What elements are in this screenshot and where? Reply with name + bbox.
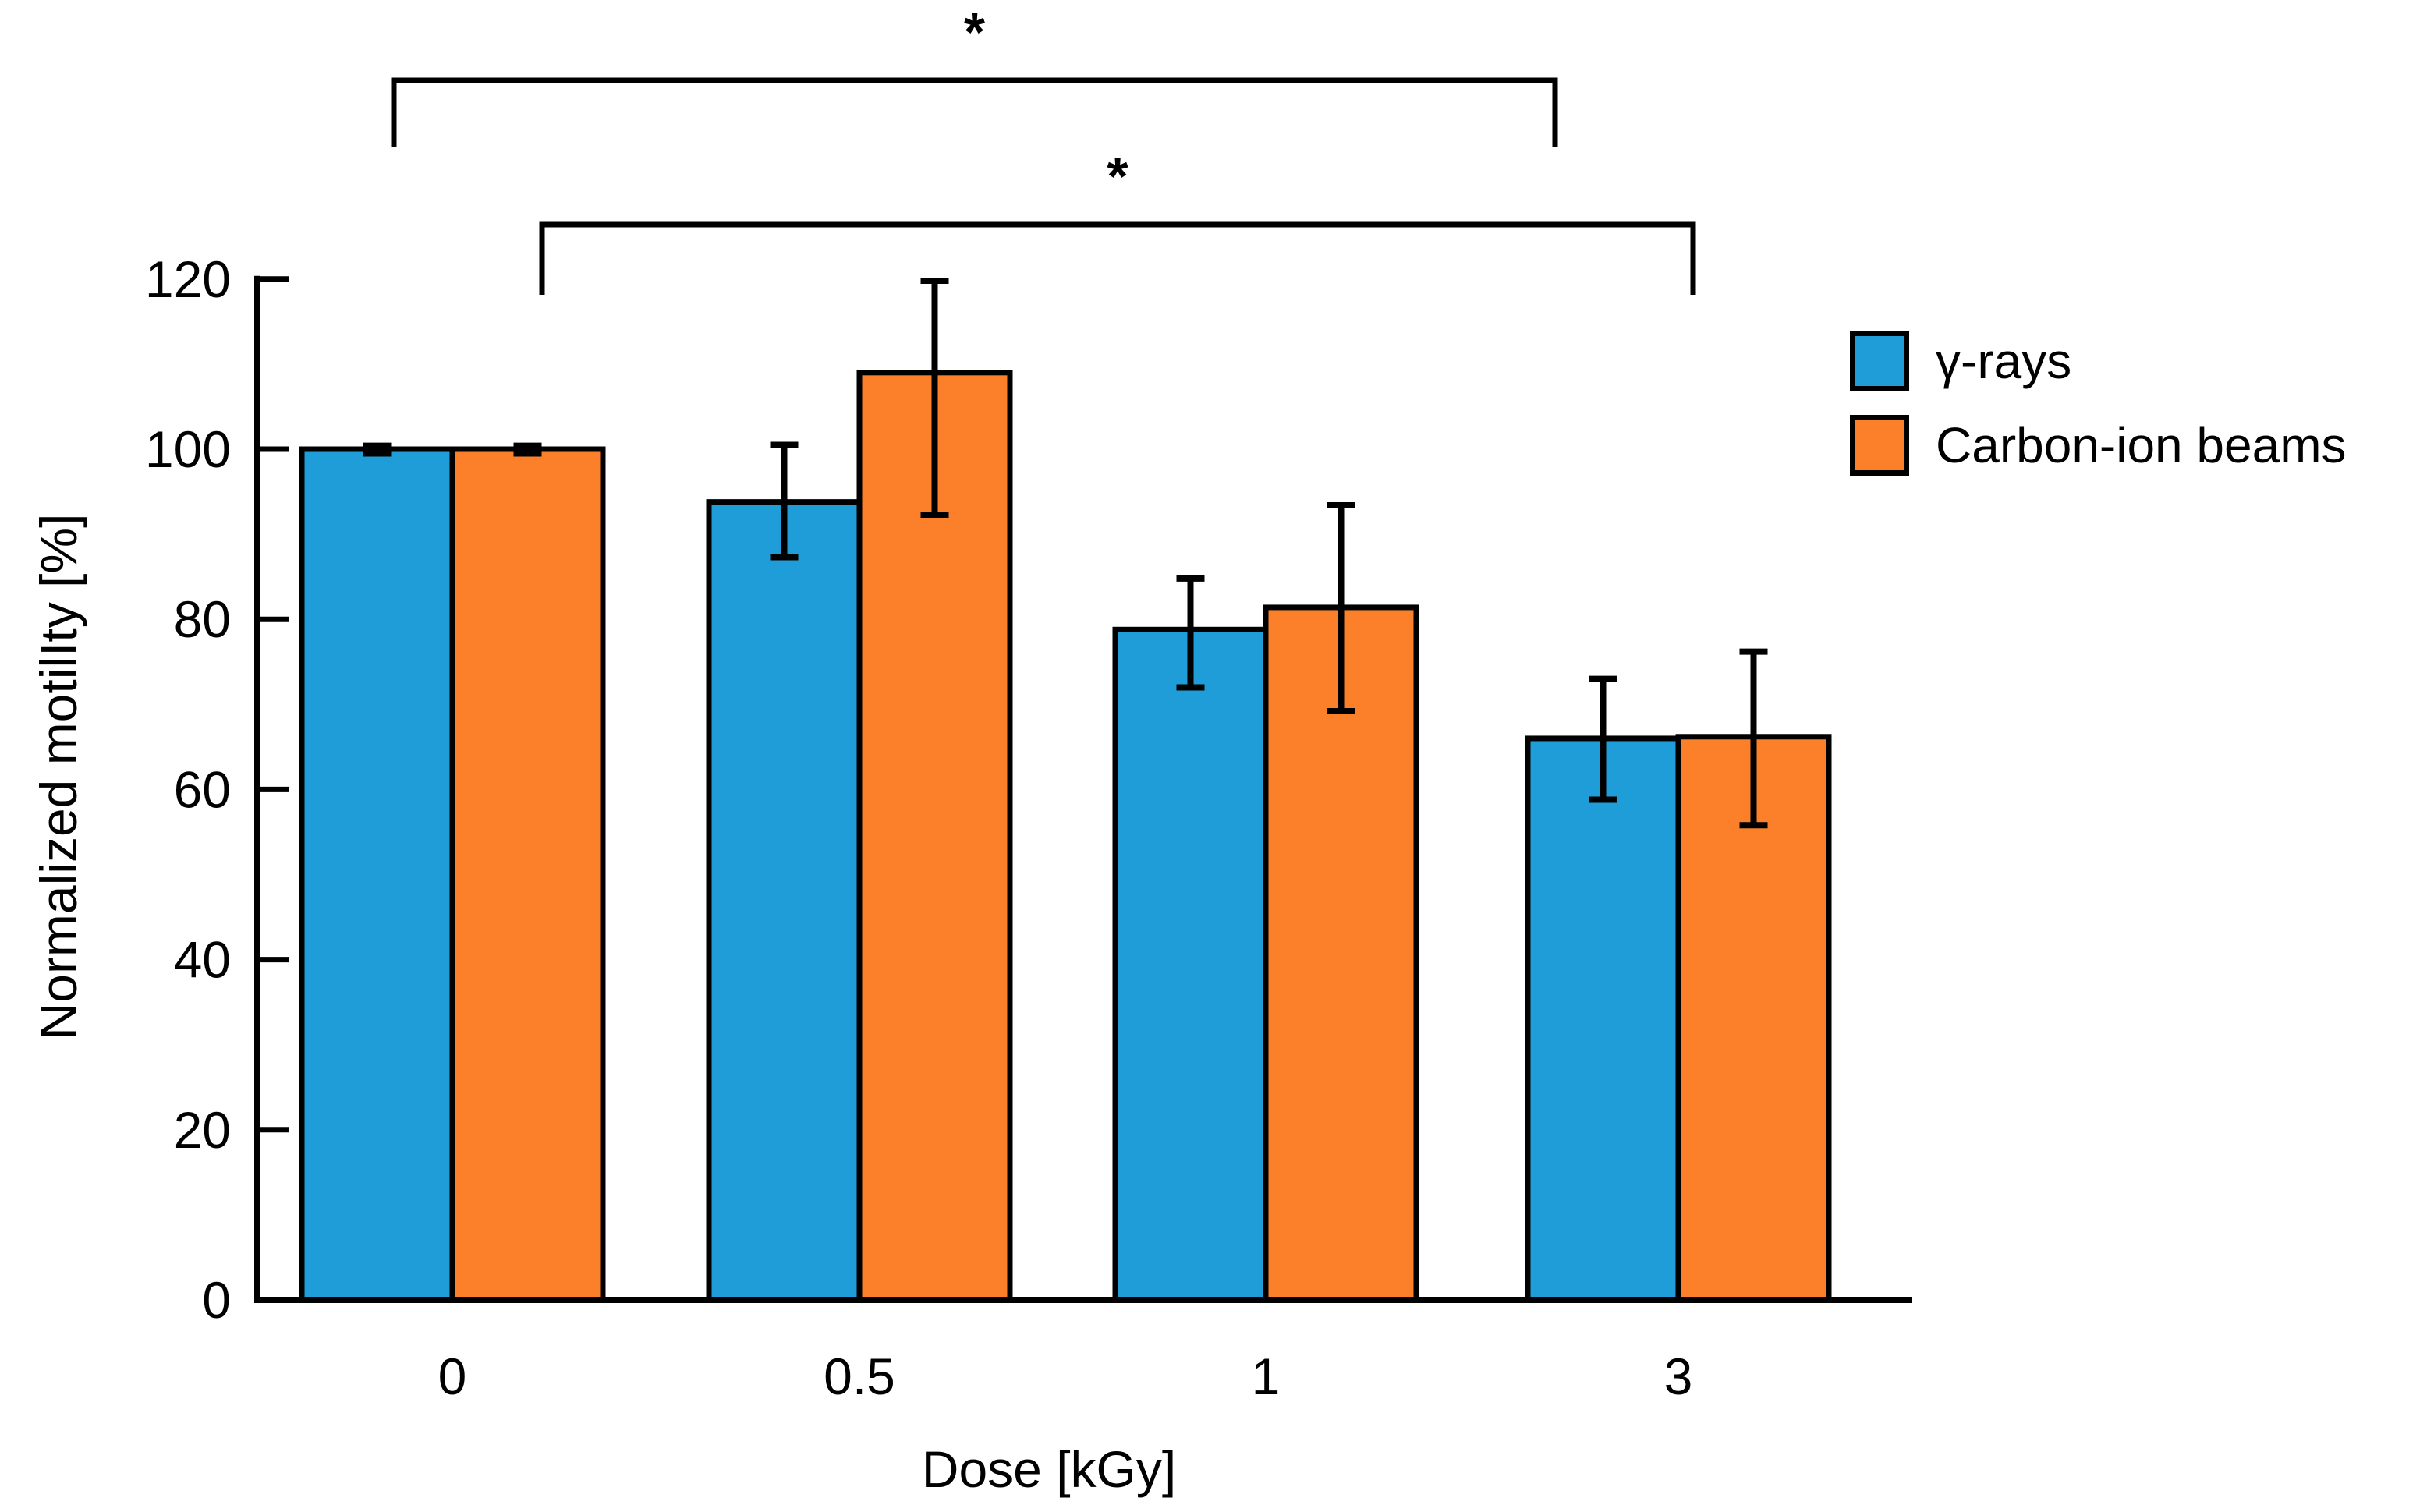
- error-bar-series1-cat3: [1739, 648, 1768, 829]
- bar-series0-cat2: [1112, 626, 1269, 1303]
- bar-series0-cat0: [299, 446, 455, 1303]
- y-axis-title: Normalized motilIty [%]: [30, 513, 87, 1040]
- x-tick-label-1: 1: [1252, 1347, 1281, 1405]
- significance-bracket-0: [391, 77, 1558, 147]
- significance-asterisk-1: *: [1107, 146, 1128, 207]
- y-tick-label-60: 60: [174, 760, 231, 818]
- y-tick-label-100: 100: [145, 420, 231, 478]
- bar-series1-cat2: [1263, 604, 1419, 1303]
- error-bar-series1-cat2: [1327, 502, 1355, 715]
- x-axis-title: Dose [kGy]: [921, 1440, 1177, 1498]
- bar-series0-cat3: [1525, 735, 1681, 1303]
- error-bar-series0-cat1: [770, 441, 799, 561]
- bar-series1-cat1: [856, 370, 1013, 1303]
- legend-label-carbon-ion-beams: Carbon-ion beams: [1936, 417, 2347, 473]
- significance-bracket-1: [539, 221, 1696, 295]
- x-tick-label-3: 3: [1664, 1347, 1693, 1405]
- bar-series1-cat0: [449, 446, 606, 1303]
- error-bar-series1-cat1: [920, 277, 949, 519]
- y-tick-label-40: 40: [174, 931, 231, 989]
- x-tick-label-0: 0: [438, 1347, 467, 1405]
- y-tick-label-80: 80: [174, 590, 231, 648]
- error-bar-series0-cat3: [1589, 675, 1617, 803]
- legend-item-carbon-ion-beams: Carbon-ion beams: [1850, 415, 2347, 476]
- gamma-rays-swatch-icon: [1850, 331, 1909, 391]
- error-bar-series0-cat2: [1176, 575, 1205, 691]
- legend-item-gamma-rays: γ-rays: [1850, 331, 2347, 391]
- carbon-ion-beams-swatch-icon: [1850, 415, 1909, 476]
- y-tick-label-120: 120: [145, 250, 231, 308]
- legend: γ-rays Carbon-ion beams: [1850, 331, 2347, 499]
- y-tick-label-0: 0: [202, 1271, 231, 1329]
- x-tick-label-0.5: 0.5: [824, 1347, 895, 1405]
- y-tick-label-20: 20: [174, 1101, 231, 1159]
- bar-series0-cat1: [706, 499, 863, 1303]
- legend-label-gamma-rays: γ-rays: [1936, 333, 2072, 389]
- error-bar-series1-cat0: [513, 442, 542, 457]
- error-bar-series0-cat0: [363, 442, 392, 457]
- significance-asterisk-0: *: [964, 2, 986, 62]
